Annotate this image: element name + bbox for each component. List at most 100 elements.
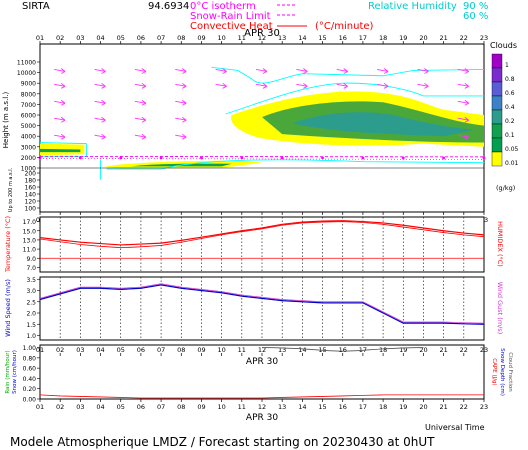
hour-rain-top-label: 10 [217,346,225,354]
height-axis-subtitle: Up to 200 m a.s.l. [8,167,14,212]
hour-top-label: 10 [217,34,225,42]
clouds-legend-swatch [491,81,503,97]
legend-isotherm-line [277,4,295,16]
height-tick-label: 1000 [21,166,36,173]
hour-rain-top-label: 07 [157,346,165,354]
panels: 1100010000900080007000600050004000300020… [2,28,519,423]
date-label-bottom: APR 30 [246,413,278,423]
clouds-legend-swatch [491,67,503,83]
temp-tick-label: 7.0 [26,265,36,272]
isotherm-marker [159,156,163,160]
hour-top-label: 12 [258,34,266,42]
height-tick-low-label: 100 [25,206,37,213]
hour-top-label: 19 [399,34,407,42]
snow-depth-axis-title: Snow Depth (cm) [499,348,505,396]
wind-arrow [336,68,348,74]
rh-label: Relative Humidity [368,1,457,12]
height-tick-label: 7000 [21,102,36,109]
wind-arrow [54,116,66,123]
clouds-legend-unit: (g/kg) [496,184,515,192]
hour-bottom-label: 23 [480,403,488,411]
wind-arrow [336,82,348,89]
wind-arrow [134,99,147,106]
temp-tick-label: 9.0 [26,256,36,263]
wind-tick-label: 1.0 [26,333,36,340]
hour-top-label: 21 [439,34,447,42]
temp-tick-label: 11.0 [23,247,37,254]
hour-bottom-label: 03 [76,403,84,411]
isotherm-marker [401,156,405,160]
hour-top-label: 11 [238,34,246,42]
wind-arrow [417,82,429,89]
gust-axis-title: Wind Gust (m/s) [496,282,504,335]
wind-tick-label: 3.0 [26,288,36,295]
height-tick-label: 9000 [21,81,36,88]
hour-bottom-label: 05 [117,403,125,411]
rain-axis-title: Rain (mm/hour) [5,350,11,393]
hour-top-label: 23 [480,34,488,42]
hour-top-label: 02 [56,34,64,42]
hour-bottom-label: 07 [157,403,165,411]
wind-arrow [134,133,147,140]
wind-arrow [255,82,268,89]
wind-tick-label: 1.5 [26,322,36,329]
clouds-legend-level: 0.6 [505,90,515,97]
wind-arrow [175,68,187,74]
wind-arrow [175,116,187,123]
hour-top-label: 16 [339,34,347,42]
hour-bottom-label: 11 [238,403,246,411]
wind-arrow [215,68,227,74]
legend-isotherm: 0°C isotherm [190,1,256,12]
height-tick-label: 5000 [21,123,36,130]
temp-tick-label: 13.0 [23,237,37,244]
rh-contour-upper [225,82,484,115]
hour-top-label: 22 [460,34,468,42]
wind-tick-label: 2.5 [26,299,36,306]
clouds-legend-level: 1 [505,62,509,69]
rh-90: 90 % [463,1,488,12]
isotherm-line [39,155,485,158]
rh-contour-lower [100,159,485,180]
height-tick-low-label: 140 [25,192,37,199]
rh-contour-top [211,66,485,84]
hour-bottom-label: 19 [399,403,407,411]
hour-top-label: 20 [419,34,427,42]
clouds-legend-level: 0.01 [505,160,519,167]
wind-arrow [134,82,147,89]
wind-arrow [215,82,227,89]
hour-top-label: 09 [197,34,205,42]
hour-top-label: 08 [177,34,185,42]
rain-tick-label: 1.00 [23,345,37,352]
hour-rain-top-label: 20 [419,346,427,354]
wind-arrow [377,82,389,89]
hour-rain-top-label: 01 [36,346,44,354]
hour-top-label: 17 [359,34,367,42]
hour-bottom-label: 09 [197,403,205,411]
hour-rain-top-label: 19 [399,346,407,354]
wind-tick-label: 3.5 [26,277,36,284]
wind-arrow [255,68,268,74]
hour-bottom-label: 08 [177,403,185,411]
isotherm-marker [119,156,123,160]
hour-bottom-label: 14 [298,403,306,411]
hour-rain-top-label: 11 [238,346,246,354]
height-axis-title: Height (m a.s.l.) [2,92,10,149]
legend-convective: Convective Heat [190,21,273,32]
hour-bottom-label: 17 [359,403,367,411]
height-tick-low-label: 180 [25,178,37,185]
clouds-legend-swatch [491,95,503,111]
clouds-legend-swatch [491,109,503,125]
hour-bottom-label: 12 [258,403,266,411]
height-tick-label: 11000 [17,60,36,67]
isotherm-marker [321,156,324,160]
footer-caption: Modele Atmospherique LMDZ / Forecast sta… [10,435,435,449]
rain-tick-label: 0.40 [23,376,37,383]
hour-rain-top-label: 22 [460,346,468,354]
clouds-legend-level: 0.8 [505,76,515,83]
wind-arrow [134,116,147,123]
hour-top-label: 13 [278,34,286,42]
hour-top-label: 07 [157,34,165,42]
hour-top-label: 15 [318,34,326,42]
height-tick-label: 3000 [21,144,36,151]
